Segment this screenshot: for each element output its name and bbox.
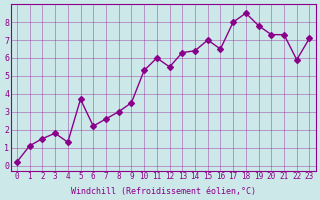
X-axis label: Windchill (Refroidissement éolien,°C): Windchill (Refroidissement éolien,°C) (71, 187, 256, 196)
